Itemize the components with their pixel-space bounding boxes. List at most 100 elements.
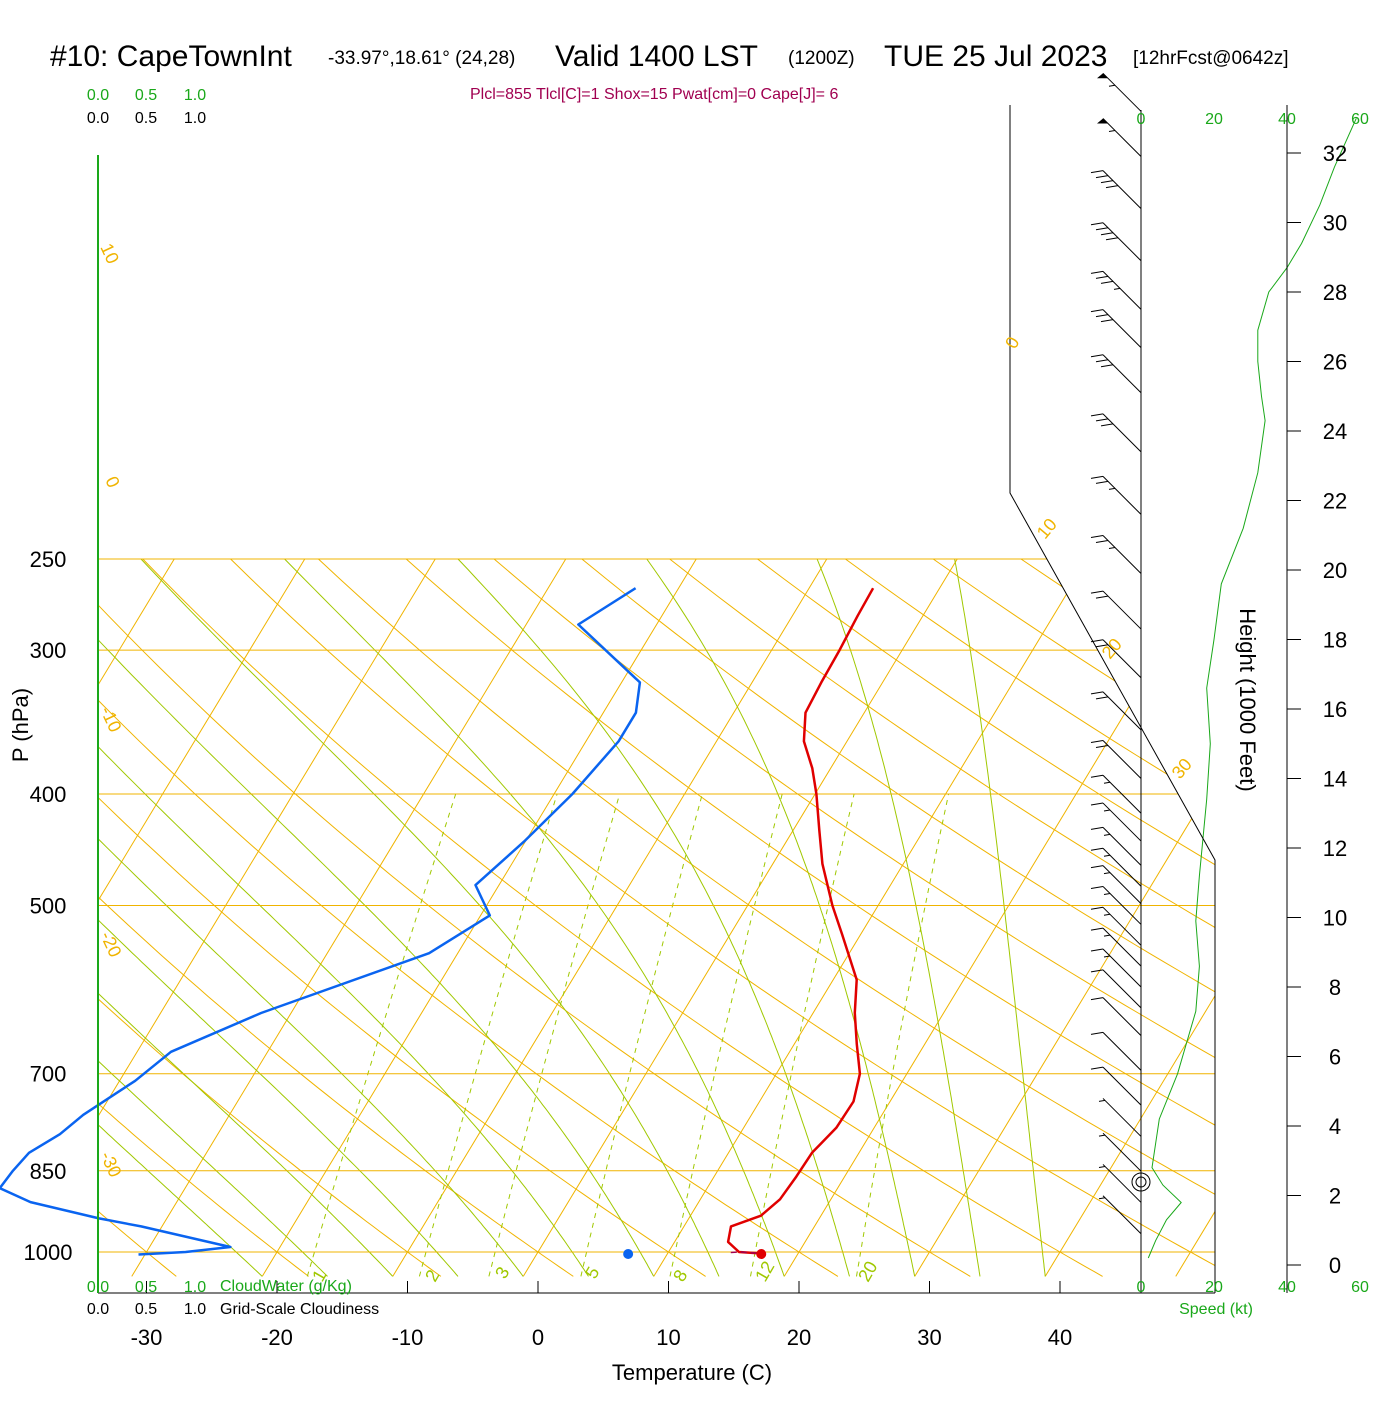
isotherm-line: [0, 559, 174, 1276]
wind-barb: [1091, 1067, 1141, 1105]
wind-barb: [1091, 414, 1141, 452]
wind-barb: [1099, 1098, 1141, 1136]
pressure-axis-title: P (hPa): [8, 688, 33, 762]
speed-axis-title: Speed (kt): [1179, 1301, 1253, 1318]
speed-tick-label-top: 0: [1137, 111, 1146, 128]
cloudiness-tick-bottom: 1.0: [184, 1301, 206, 1318]
barb-feather: [1091, 949, 1103, 951]
forecast-date: TUE 25 Jul 2023: [884, 40, 1107, 73]
isotherm-label: 0: [101, 473, 123, 491]
barb-half-feather: [1104, 893, 1110, 894]
dry-adiabat-line: [494, 559, 1400, 1276]
barb-staff: [1103, 271, 1141, 309]
barb-half-feather: [1104, 782, 1110, 783]
isotherm-line: [132, 559, 566, 1276]
height-tick-label: 22: [1323, 489, 1347, 514]
dry-adiabat-line: [0, 559, 176, 1276]
barb-feather: [1091, 928, 1103, 930]
forecast-run: [12hrFcst@0642z]: [1133, 48, 1289, 69]
cloudwater-tick-top: 0.5: [135, 87, 157, 104]
cloudwater-tick-top: 1.0: [184, 87, 206, 104]
isotherm-line: [915, 559, 1349, 1276]
isotherm-label: -10: [96, 703, 125, 735]
barb-feather: [1096, 596, 1108, 598]
barb-feather: [1091, 907, 1103, 909]
barb-staff: [1103, 907, 1141, 945]
barb-half-feather: [1099, 1198, 1105, 1199]
barb-feather: [1091, 355, 1103, 357]
barb-half-feather: [1104, 810, 1110, 811]
moist-adiabat-line: [0, 559, 458, 1276]
speed-tick-label-top: 20: [1205, 111, 1223, 128]
speed-tick-label-top: 60: [1351, 111, 1369, 128]
wind-barb: [1091, 803, 1141, 841]
cloudiness-tick-bottom: 0.0: [87, 1301, 109, 1318]
barb-feather: [1101, 365, 1113, 367]
mixing-ratio-label: 5: [581, 1263, 603, 1282]
mixing-ratio-line: [307, 794, 455, 1276]
mixing-ratio-line: [419, 794, 557, 1276]
plot-boundary: [1010, 105, 1215, 1293]
cloudiness-tick-top: 0.0: [87, 110, 109, 127]
cloudwater-tick-bottom: 1.0: [184, 1279, 206, 1296]
cloudwater-tick-top: 0.0: [87, 87, 109, 104]
dry-adiabat-line: [231, 559, 1235, 1276]
speed-tick-label-bottom: 0: [1137, 1279, 1146, 1296]
wind-barb: [1099, 1196, 1141, 1234]
barb-feather: [1091, 827, 1103, 829]
barb-half-feather: [1104, 935, 1110, 936]
barb-feather: [1091, 848, 1103, 850]
height-tick-label: 12: [1323, 836, 1347, 861]
barb-staff: [1103, 1164, 1141, 1202]
barb-feather: [1091, 886, 1103, 888]
height-tick-label: 4: [1329, 1114, 1341, 1139]
pressure-tick-label: 500: [30, 894, 67, 919]
height-tick-label: 18: [1323, 628, 1347, 653]
barb-feather: [1091, 1067, 1103, 1069]
temperature-tick-label: 10: [656, 1325, 680, 1350]
barb-staff: [1103, 223, 1141, 261]
barb-staff: [1103, 970, 1141, 1008]
barb-staff: [1103, 1098, 1141, 1136]
barb-staff: [1103, 848, 1141, 886]
barb-staff: [1103, 1196, 1141, 1234]
wind-barb: [1091, 692, 1141, 730]
barb-feather: [1091, 310, 1103, 312]
wind-barb: [1091, 476, 1141, 514]
barb-feather: [1101, 320, 1113, 322]
wind-barb: [1091, 907, 1141, 945]
barb-staff: [1103, 476, 1141, 514]
barb-flag: [1097, 73, 1108, 78]
barb-staff: [1103, 535, 1141, 573]
dry-adiabat-line: [758, 559, 1400, 1276]
height-tick-label: 14: [1323, 767, 1347, 792]
wind-barb: [1091, 949, 1141, 987]
barb-half-feather: [1114, 288, 1120, 289]
skewt-grid: [0, 559, 1400, 1276]
cloudiness-label: Grid-Scale Cloudiness: [220, 1301, 379, 1318]
dry-adiabat-line: [0, 559, 838, 1276]
barb-flag: [1097, 118, 1108, 123]
dewpoint-line: [0, 588, 640, 1254]
height-tick-label: 32: [1323, 141, 1347, 166]
dry-adiabat-line: [1372, 559, 1400, 1276]
barb-feather: [1106, 186, 1118, 188]
height-tick-label: 6: [1329, 1045, 1341, 1070]
barb-staff: [1103, 310, 1141, 348]
barb-feather: [1091, 692, 1103, 694]
height-tick-label: 20: [1323, 558, 1347, 583]
surface-dewpoint-point: [623, 1249, 633, 1259]
barb-feather: [1101, 424, 1113, 426]
surface-temperature-point: [756, 1249, 766, 1259]
isotherm-label: 0: [1001, 333, 1023, 352]
barb-feather: [1091, 271, 1103, 273]
barb-staff: [1103, 171, 1141, 209]
barb-feather: [1091, 414, 1103, 416]
height-tick-label: 0: [1329, 1253, 1341, 1278]
barb-feather: [1091, 866, 1103, 868]
mixing-ratio-label: 20: [854, 1258, 881, 1285]
pressure-tick-label: 400: [30, 782, 67, 807]
cloudwater-tick-bottom: 0.0: [87, 1279, 109, 1296]
